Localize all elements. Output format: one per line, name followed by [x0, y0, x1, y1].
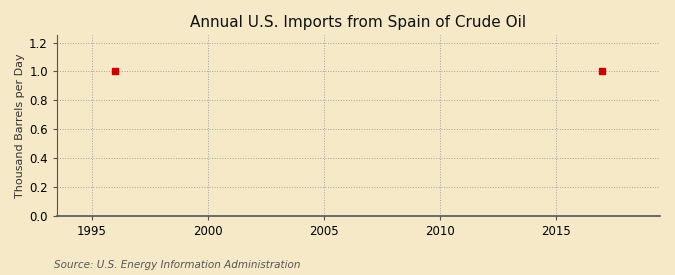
Title: Annual U.S. Imports from Spain of Crude Oil: Annual U.S. Imports from Spain of Crude … [190, 15, 526, 30]
Y-axis label: Thousand Barrels per Day: Thousand Barrels per Day [15, 53, 25, 198]
Text: Source: U.S. Energy Information Administration: Source: U.S. Energy Information Administ… [54, 260, 300, 270]
